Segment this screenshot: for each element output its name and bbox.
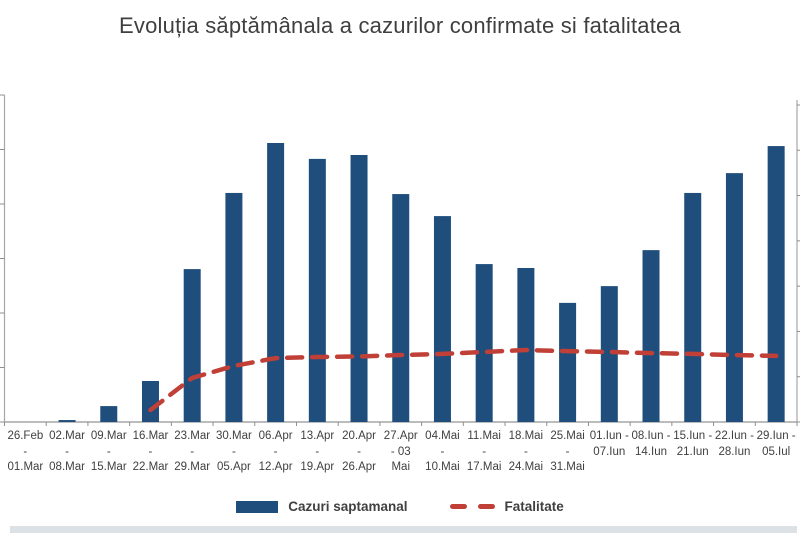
- bar-cazuri-saptamanal: [517, 267, 535, 422]
- bar-cazuri-saptamanal: [350, 154, 368, 422]
- bar-cazuri-saptamanal: [559, 302, 577, 422]
- bar-cazuri-saptamanal: [600, 286, 618, 422]
- bar-cazuri-saptamanal: [100, 406, 118, 422]
- bar-cazuri-saptamanal: [183, 269, 201, 422]
- bar-cazuri-saptamanal: [725, 173, 743, 422]
- bar-cazuri-saptamanal: [475, 264, 493, 422]
- bottom-strip: [10, 526, 797, 533]
- legend-fatality-label: Fatalitate: [504, 499, 564, 514]
- bar-cazuri-saptamanal: [267, 143, 285, 422]
- bar-cazuri-saptamanal: [392, 194, 410, 422]
- legend-fatality-dash-icon: [449, 504, 495, 509]
- bar-cazuri-saptamanal: [642, 250, 660, 422]
- bar-cazuri-saptamanal: [767, 146, 785, 422]
- bar-cazuri-saptamanal: [58, 420, 76, 422]
- fatalitate-line: [148, 347, 779, 413]
- bar-cazuri-saptamanal: [433, 216, 451, 422]
- legend: Cazuri saptamanal Fatalitate: [0, 499, 800, 514]
- legend-cases-label: Cazuri saptamanal: [288, 499, 408, 514]
- chart-title: Evoluția săptămânala a cazurilor confirm…: [119, 13, 681, 38]
- bar-cazuri-saptamanal: [141, 380, 159, 422]
- bar-cazuri-saptamanal: [308, 158, 326, 422]
- bar-cazuri-saptamanal: [225, 192, 243, 422]
- bar-cazuri-saptamanal: [684, 192, 702, 422]
- legend-cases-swatch: [236, 500, 279, 513]
